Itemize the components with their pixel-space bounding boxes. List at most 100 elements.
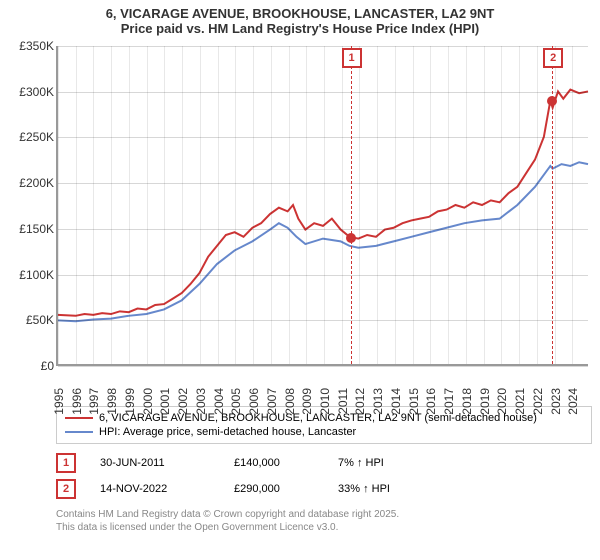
gridline-v <box>413 46 414 364</box>
sale-date: 14-NOV-2022 <box>100 483 210 495</box>
series-price_paid <box>58 90 588 316</box>
gridline-v <box>58 46 59 364</box>
gridline-v <box>200 46 201 364</box>
gridline-h <box>58 229 588 230</box>
gridline-v <box>218 46 219 364</box>
gridline-v <box>164 46 165 364</box>
sale-hpi-change: 7% ↑ HPI <box>338 457 428 469</box>
x-tick-label: 2006 <box>247 388 261 415</box>
sale-vline-1 <box>351 46 352 364</box>
gridline-v <box>466 46 467 364</box>
sales-table: 1 30-JUN-2011 £140,000 7% ↑ HPI 2 14-NOV-2022… <box>56 450 592 502</box>
gridline-v <box>537 46 538 364</box>
gridline-v <box>289 46 290 364</box>
x-tick-label: 2003 <box>194 388 208 415</box>
x-tick-label: 2019 <box>478 388 492 415</box>
y-tick-label: £100K <box>8 268 54 282</box>
x-tick-label: 2020 <box>495 388 509 415</box>
x-tick-label: 2024 <box>566 388 580 415</box>
gridline-v <box>93 46 94 364</box>
y-tick-label: £50K <box>8 313 54 327</box>
gridline-h <box>58 92 588 93</box>
sale-price: £290,000 <box>234 483 314 495</box>
y-tick-label: £250K <box>8 130 54 144</box>
x-tick-label: 2001 <box>158 388 172 415</box>
x-tick-label: 2011 <box>336 388 350 414</box>
gridline-h <box>58 46 588 47</box>
footer-line-2: This data is licensed under the Open Gov… <box>56 521 592 534</box>
footer-attribution: Contains HM Land Registry data © Crown c… <box>56 508 592 534</box>
gridline-v <box>572 46 573 364</box>
chart-area: 12 £0£50K£100K£150K£200K£250K£300K£350K1… <box>8 42 592 402</box>
title-line-2: Price paid vs. HM Land Registry's House … <box>0 21 600 36</box>
sale-date: 30-JUN-2011 <box>100 457 210 469</box>
x-tick-label: 2012 <box>353 388 367 415</box>
legend-swatch <box>65 431 93 433</box>
sale-vline-2 <box>552 46 553 364</box>
sale-dot-1 <box>346 233 356 243</box>
gridline-v <box>395 46 396 364</box>
gridline-v <box>76 46 77 364</box>
sale-price: £140,000 <box>234 457 314 469</box>
sale-row: 2 14-NOV-2022 £290,000 33% ↑ HPI <box>56 476 592 502</box>
gridline-v <box>324 46 325 364</box>
x-tick-label: 2004 <box>212 388 226 415</box>
legend-item: HPI: Average price, semi-detached house,… <box>65 425 583 439</box>
plot-region: 12 <box>56 46 588 366</box>
x-tick-label: 2000 <box>141 388 155 415</box>
gridline-v <box>448 46 449 364</box>
x-tick-label: 2015 <box>407 388 421 415</box>
y-tick-label: £350K <box>8 39 54 53</box>
x-tick-label: 2005 <box>229 388 243 415</box>
series-hpi <box>58 162 588 321</box>
gridline-v <box>235 46 236 364</box>
x-tick-label: 2021 <box>513 388 527 415</box>
sale-hpi-change: 33% ↑ HPI <box>338 483 428 495</box>
sale-number-box: 1 <box>56 453 76 473</box>
gridline-v <box>377 46 378 364</box>
sale-row: 1 30-JUN-2011 £140,000 7% ↑ HPI <box>56 450 592 476</box>
gridline-v <box>253 46 254 364</box>
y-tick-label: £150K <box>8 222 54 236</box>
gridline-v <box>271 46 272 364</box>
legend-swatch <box>65 417 93 419</box>
x-tick-label: 2008 <box>283 388 297 415</box>
gridline-v <box>359 46 360 364</box>
gridline-v <box>147 46 148 364</box>
x-tick-label: 2016 <box>424 388 438 415</box>
gridline-v <box>484 46 485 364</box>
x-tick-label: 2007 <box>265 388 279 415</box>
legend-label: HPI: Average price, semi-detached house,… <box>99 426 356 438</box>
sale-dot-2 <box>547 96 557 106</box>
x-tick-label: 2013 <box>371 388 385 415</box>
y-tick-label: £300K <box>8 85 54 99</box>
gridline-h <box>58 366 588 367</box>
x-tick-label: 1998 <box>105 388 119 415</box>
x-tick-label: 2014 <box>389 388 403 415</box>
gridline-v <box>501 46 502 364</box>
gridline-h <box>58 320 588 321</box>
footer-line-1: Contains HM Land Registry data © Crown c… <box>56 508 592 521</box>
sale-marker-box-1: 1 <box>342 48 362 68</box>
x-tick-label: 2002 <box>176 388 190 415</box>
y-tick-label: £0 <box>8 359 54 373</box>
title-line-1: 6, VICARAGE AVENUE, BROOKHOUSE, LANCASTE… <box>0 6 600 21</box>
x-tick-label: 1996 <box>70 388 84 415</box>
gridline-v <box>519 46 520 364</box>
gridline-v <box>555 46 556 364</box>
x-tick-label: 2009 <box>300 388 314 415</box>
x-tick-label: 1999 <box>123 388 137 415</box>
gridline-v <box>342 46 343 364</box>
x-tick-label: 2022 <box>531 388 545 415</box>
x-tick-label: 2023 <box>549 388 563 415</box>
sale-number-box: 2 <box>56 479 76 499</box>
x-tick-label: 2017 <box>442 388 456 415</box>
sale-marker-box-2: 2 <box>543 48 563 68</box>
gridline-v <box>129 46 130 364</box>
gridline-v <box>430 46 431 364</box>
gridline-v <box>306 46 307 364</box>
gridline-v <box>111 46 112 364</box>
gridline-h <box>58 183 588 184</box>
gridline-v <box>182 46 183 364</box>
y-tick-label: £200K <box>8 176 54 190</box>
